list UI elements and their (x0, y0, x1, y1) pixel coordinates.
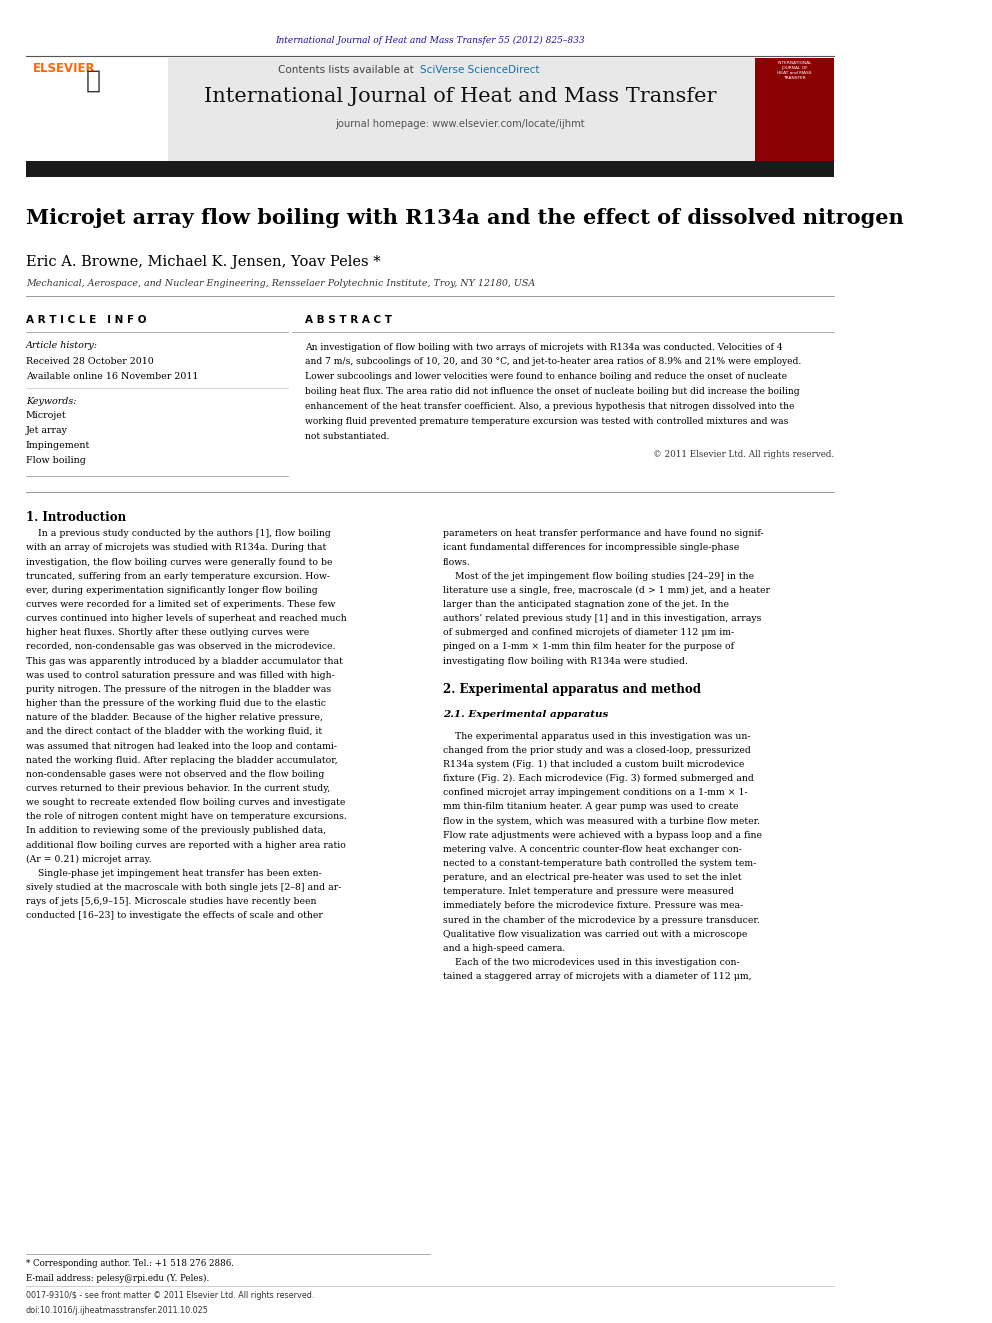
Text: icant fundamental differences for incompressible single-phase: icant fundamental differences for incomp… (442, 544, 739, 553)
Text: Eric A. Browne, Michael K. Jensen, Yoav Peles *: Eric A. Browne, Michael K. Jensen, Yoav … (26, 255, 380, 270)
Text: the role of nitrogen content might have on temperature excursions.: the role of nitrogen content might have … (26, 812, 346, 822)
Text: flows.: flows. (442, 557, 471, 566)
FancyBboxPatch shape (26, 161, 834, 177)
Text: immediately before the microdevice fixture. Pressure was mea-: immediately before the microdevice fixtu… (442, 901, 743, 910)
Text: Single-phase jet impingement heat transfer has been exten-: Single-phase jet impingement heat transf… (26, 869, 321, 878)
Text: Lower subcoolings and lower velocities were found to enhance boiling and reduce : Lower subcoolings and lower velocities w… (306, 372, 788, 381)
Text: Mechanical, Aerospace, and Nuclear Engineering, Rensselaer Polytechnic Institute: Mechanical, Aerospace, and Nuclear Engin… (26, 279, 535, 288)
FancyBboxPatch shape (26, 58, 834, 164)
Text: sively studied at the macroscale with both single jets [2–8] and ar-: sively studied at the macroscale with bo… (26, 884, 341, 892)
Text: 2. Experimental apparatus and method: 2. Experimental apparatus and method (442, 683, 701, 696)
Text: Flow boiling: Flow boiling (26, 456, 85, 464)
Text: sured in the chamber of the microdevice by a pressure transducer.: sured in the chamber of the microdevice … (442, 916, 760, 925)
Text: (Ar = 0.21) microjet array.: (Ar = 0.21) microjet array. (26, 855, 152, 864)
Text: R134a system (Fig. 1) that included a custom built microdevice: R134a system (Fig. 1) that included a cu… (442, 759, 744, 769)
Text: purity nitrogen. The pressure of the nitrogen in the bladder was: purity nitrogen. The pressure of the nit… (26, 685, 331, 695)
Text: Received 28 October 2010: Received 28 October 2010 (26, 357, 154, 366)
Text: 🌲: 🌲 (85, 69, 100, 93)
Text: * Corresponding author. Tel.: +1 518 276 2886.: * Corresponding author. Tel.: +1 518 276… (26, 1259, 234, 1269)
Text: higher heat fluxes. Shortly after these outlying curves were: higher heat fluxes. Shortly after these … (26, 628, 310, 638)
Text: nated the working fluid. After replacing the bladder accumulator,: nated the working fluid. After replacing… (26, 755, 337, 765)
Text: perature, and an electrical pre-heater was used to set the inlet: perature, and an electrical pre-heater w… (442, 873, 741, 882)
Text: 0017-9310/$ - see front matter © 2011 Elsevier Ltd. All rights reserved.: 0017-9310/$ - see front matter © 2011 El… (26, 1291, 314, 1301)
Text: pinged on a 1-mm × 1-mm thin film heater for the purpose of: pinged on a 1-mm × 1-mm thin film heater… (442, 643, 734, 651)
Text: SciVerse ScienceDirect: SciVerse ScienceDirect (420, 65, 540, 75)
Text: © 2011 Elsevier Ltd. All rights reserved.: © 2011 Elsevier Ltd. All rights reserved… (653, 450, 834, 459)
Text: nected to a constant-temperature bath controlled the system tem-: nected to a constant-temperature bath co… (442, 859, 756, 868)
Text: enhancement of the heat transfer coefficient. Also, a previous hypothesis that n: enhancement of the heat transfer coeffic… (306, 402, 795, 411)
Text: Microjet: Microjet (26, 411, 66, 421)
Text: changed from the prior study and was a closed-loop, pressurized: changed from the prior study and was a c… (442, 746, 751, 755)
Text: investigation, the flow boiling curves were generally found to be: investigation, the flow boiling curves w… (26, 557, 332, 566)
Text: working fluid prevented premature temperature excursion was tested with controll: working fluid prevented premature temper… (306, 417, 789, 426)
Text: tained a staggered array of microjets with a diameter of 112 μm,: tained a staggered array of microjets wi… (442, 972, 751, 982)
Text: The experimental apparatus used in this investigation was un-: The experimental apparatus used in this … (442, 732, 750, 741)
Text: non-condensable gases were not observed and the flow boiling: non-condensable gases were not observed … (26, 770, 324, 779)
Text: curves continued into higher levels of superheat and reached much: curves continued into higher levels of s… (26, 614, 346, 623)
Text: and 7 m/s, subcoolings of 10, 20, and 30 °C, and jet-to-heater area ratios of 8.: and 7 m/s, subcoolings of 10, 20, and 30… (306, 357, 802, 366)
Text: larger than the anticipated stagnation zone of the jet. In the: larger than the anticipated stagnation z… (442, 601, 729, 609)
Text: with an array of microjets was studied with R134a. During that: with an array of microjets was studied w… (26, 544, 326, 553)
Text: curves returned to their previous behavior. In the current study,: curves returned to their previous behavi… (26, 785, 330, 792)
Text: flow in the system, which was measured with a turbine flow meter.: flow in the system, which was measured w… (442, 816, 760, 826)
Text: Available online 16 November 2011: Available online 16 November 2011 (26, 372, 198, 381)
Text: An investigation of flow boiling with two arrays of microjets with R134a was con: An investigation of flow boiling with tw… (306, 343, 783, 352)
Text: fixture (Fig. 2). Each microdevice (Fig. 3) formed submerged and: fixture (Fig. 2). Each microdevice (Fig.… (442, 774, 754, 783)
Text: of submerged and confined microjets of diameter 112 μm im-: of submerged and confined microjets of d… (442, 628, 734, 638)
Text: recorded, non-condensable gas was observed in the microdevice.: recorded, non-condensable gas was observ… (26, 643, 335, 651)
Text: conducted [16–23] to investigate the effects of scale and other: conducted [16–23] to investigate the eff… (26, 912, 322, 921)
Text: boiling heat flux. The area ratio did not influence the onset of nucleate boilin: boiling heat flux. The area ratio did no… (306, 388, 800, 396)
Text: parameters on heat transfer performance and have found no signif-: parameters on heat transfer performance … (442, 529, 764, 538)
Text: and a high-speed camera.: and a high-speed camera. (442, 945, 565, 953)
Text: truncated, suffering from an early temperature excursion. How-: truncated, suffering from an early tempe… (26, 572, 329, 581)
Text: authors’ related previous study [1] and in this investigation, arrays: authors’ related previous study [1] and … (442, 614, 761, 623)
Text: A R T I C L E   I N F O: A R T I C L E I N F O (26, 315, 146, 325)
Text: A B S T R A C T: A B S T R A C T (306, 315, 392, 325)
Text: In a previous study conducted by the authors [1], flow boiling: In a previous study conducted by the aut… (26, 529, 330, 538)
Text: and the direct contact of the bladder with the working fluid, it: and the direct contact of the bladder wi… (26, 728, 322, 737)
FancyBboxPatch shape (26, 58, 168, 164)
Text: additional flow boiling curves are reported with a higher area ratio: additional flow boiling curves are repor… (26, 840, 345, 849)
Text: nature of the bladder. Because of the higher relative pressure,: nature of the bladder. Because of the hi… (26, 713, 322, 722)
Text: Qualitative flow visualization was carried out with a microscope: Qualitative flow visualization was carri… (442, 930, 747, 939)
Text: literature use a single, free, macroscale (d > 1 mm) jet, and a heater: literature use a single, free, macroscal… (442, 586, 770, 595)
Text: Article history:: Article history: (26, 341, 98, 351)
Text: not substantiated.: not substantiated. (306, 431, 390, 441)
Text: 2.1. Experimental apparatus: 2.1. Experimental apparatus (442, 710, 608, 720)
Text: higher than the pressure of the working fluid due to the elastic: higher than the pressure of the working … (26, 699, 325, 708)
Text: E-mail address: pelesy@rpi.edu (Y. Peles).: E-mail address: pelesy@rpi.edu (Y. Peles… (26, 1274, 209, 1283)
Text: curves were recorded for a limited set of experiments. These few: curves were recorded for a limited set o… (26, 601, 335, 609)
Text: rays of jets [5,6,9–15]. Microscale studies have recently been: rays of jets [5,6,9–15]. Microscale stud… (26, 897, 316, 906)
Text: International Journal of Heat and Mass Transfer: International Journal of Heat and Mass T… (203, 87, 716, 106)
Text: ever, during experimentation significantly longer flow boiling: ever, during experimentation significant… (26, 586, 317, 595)
Text: This gas was apparently introduced by a bladder accumulator that: This gas was apparently introduced by a … (26, 656, 342, 665)
Text: Contents lists available at: Contents lists available at (278, 65, 417, 75)
Text: Each of the two microdevices used in this investigation con-: Each of the two microdevices used in thi… (442, 958, 739, 967)
Text: was used to control saturation pressure and was filled with high-: was used to control saturation pressure … (26, 671, 334, 680)
Text: Most of the jet impingement flow boiling studies [24–29] in the: Most of the jet impingement flow boiling… (442, 572, 754, 581)
Text: we sought to recreate extended flow boiling curves and investigate: we sought to recreate extended flow boil… (26, 798, 345, 807)
Text: doi:10.1016/j.ijheatmasstransfer.2011.10.025: doi:10.1016/j.ijheatmasstransfer.2011.10… (26, 1306, 208, 1315)
Text: Flow rate adjustments were achieved with a bypass loop and a fine: Flow rate adjustments were achieved with… (442, 831, 762, 840)
Text: temperature. Inlet temperature and pressure were measured: temperature. Inlet temperature and press… (442, 888, 734, 897)
Text: journal homepage: www.elsevier.com/locate/ijhmt: journal homepage: www.elsevier.com/locat… (335, 119, 585, 130)
Text: Keywords:: Keywords: (26, 397, 76, 406)
Text: In addition to reviewing some of the previously published data,: In addition to reviewing some of the pre… (26, 827, 325, 836)
Text: Microjet array flow boiling with R134a and the effect of dissolved nitrogen: Microjet array flow boiling with R134a a… (26, 208, 904, 228)
Text: INTERNATIONAL
JOURNAL OF
HEAT and MASS
TRANSFER: INTERNATIONAL JOURNAL OF HEAT and MASS T… (778, 61, 811, 79)
Text: ELSEVIER: ELSEVIER (33, 62, 95, 75)
FancyBboxPatch shape (755, 58, 834, 164)
Text: Jet array: Jet array (26, 426, 67, 435)
Text: mm thin-film titanium heater. A gear pump was used to create: mm thin-film titanium heater. A gear pum… (442, 803, 738, 811)
Text: was assumed that nitrogen had leaked into the loop and contami-: was assumed that nitrogen had leaked int… (26, 742, 337, 750)
Text: International Journal of Heat and Mass Transfer 55 (2012) 825–833: International Journal of Heat and Mass T… (275, 36, 585, 45)
Text: metering valve. A concentric counter-flow heat exchanger con-: metering valve. A concentric counter-flo… (442, 845, 742, 853)
Text: confined microjet array impingement conditions on a 1-mm × 1-: confined microjet array impingement cond… (442, 789, 748, 798)
Text: Impingement: Impingement (26, 441, 90, 450)
Text: investigating flow boiling with R134a were studied.: investigating flow boiling with R134a we… (442, 656, 687, 665)
Text: 1. Introduction: 1. Introduction (26, 511, 126, 524)
